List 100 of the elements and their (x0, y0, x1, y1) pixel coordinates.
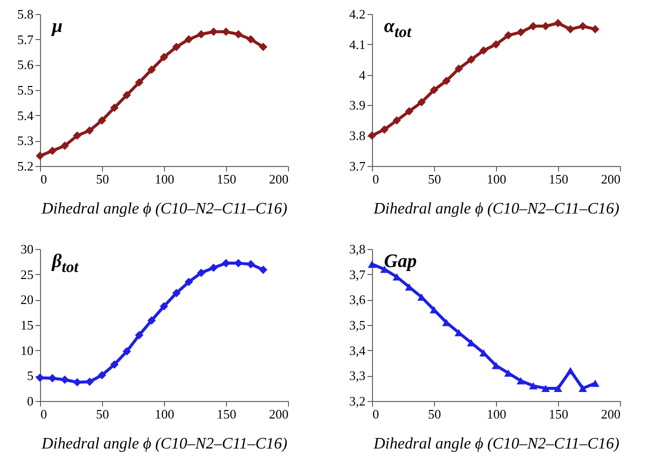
point (492, 362, 500, 370)
point (554, 384, 562, 392)
x-tick-label: 50 (428, 406, 441, 422)
x-axis-title: Dihedral angle ϕ (C10–N2–C11–C16) (372, 200, 620, 218)
point (541, 384, 550, 392)
y-tick-label: 30 (20, 242, 34, 256)
x-tick-label: 100 (154, 406, 174, 422)
point (578, 384, 587, 392)
point (492, 40, 500, 49)
point (85, 126, 94, 135)
x-tick-label: 0 (40, 172, 47, 186)
y-tick-label: 25 (20, 266, 34, 282)
y-tick-label: 5.2 (17, 158, 34, 174)
chart-title: α$_{tot}$ (384, 16, 412, 42)
y-tick-label: 5.8 (17, 6, 34, 22)
y-tick-label: 3.7 (349, 158, 366, 174)
point (98, 116, 106, 125)
point (516, 28, 525, 36)
y-tick-label: 5 (27, 368, 34, 384)
y-tick-label: 3,5 (349, 318, 366, 332)
point (110, 360, 119, 369)
x-tick-label: 200 (269, 406, 288, 422)
y-tick-label: 5.4 (17, 108, 34, 123)
point (529, 382, 538, 390)
x-tick-label: 50 (96, 172, 109, 186)
y-tick-label: 3,4 (349, 342, 366, 358)
x-tick-label: 150 (548, 406, 568, 422)
point (135, 330, 144, 340)
y-tick-label: 3,2 (349, 394, 366, 408)
x-axis-title: Dihedral angle ϕ (C10–N2–C11–C16) (40, 436, 288, 452)
point (467, 55, 476, 64)
point (368, 260, 376, 268)
point (259, 266, 268, 274)
point (60, 376, 69, 384)
x-tick-label: 50 (96, 406, 109, 422)
point (442, 76, 451, 86)
y-tick-label: 3.9 (349, 98, 366, 113)
point (504, 31, 513, 40)
point (147, 316, 156, 325)
y-tick-label: 3.8 (349, 128, 366, 144)
chart-title: β$_{tot}$ (52, 251, 78, 277)
point (98, 370, 106, 380)
point (73, 378, 82, 386)
y-tick-label: 4.1 (349, 36, 366, 52)
point (246, 35, 255, 44)
y-tick-label: 3,6 (349, 292, 366, 308)
x-tick-label: 200 (269, 172, 288, 186)
point (566, 25, 575, 34)
x-tick-label: 100 (486, 172, 506, 186)
point (454, 64, 463, 73)
point (160, 302, 168, 310)
point (122, 90, 131, 100)
x-tick-label: 0 (372, 406, 379, 422)
point (504, 370, 513, 377)
x-tick-label: 200 (601, 406, 620, 422)
y-tick-label: 15 (20, 318, 34, 332)
x-tick-label: 150 (548, 172, 568, 186)
y-tick-label: 5.7 (17, 32, 34, 47)
point (60, 142, 69, 150)
point (591, 380, 600, 387)
point (209, 264, 218, 272)
y-tick-label: 5.5 (17, 82, 34, 98)
point (147, 66, 156, 74)
x-tick-label: 150 (216, 406, 236, 422)
point (197, 30, 206, 38)
point (48, 146, 57, 155)
y-tick-label: 3,7 (349, 266, 366, 282)
point (566, 366, 575, 374)
point (172, 42, 181, 52)
point (578, 22, 587, 30)
point (197, 268, 206, 277)
point (259, 42, 268, 52)
y-tick-label: 3,8 (349, 242, 366, 256)
point (405, 107, 414, 116)
x-tick-label: 200 (601, 172, 620, 186)
point (184, 278, 193, 286)
point (122, 347, 131, 356)
x-tick-label: 150 (216, 172, 236, 186)
point (430, 86, 438, 94)
x-axis-title: Dihedral angle ϕ (C10–N2–C11–C16) (40, 200, 288, 218)
x-tick-label: 0 (372, 172, 379, 186)
point (172, 288, 181, 298)
y-tick-label: 10 (20, 342, 34, 358)
point (516, 377, 525, 384)
x-tick-label: 100 (486, 406, 506, 422)
chart-title: μ (52, 16, 63, 38)
point (380, 125, 389, 134)
point (110, 104, 119, 112)
x-tick-label: 50 (428, 172, 441, 186)
y-tick-label: 20 (20, 292, 34, 308)
point (368, 131, 376, 140)
point (36, 152, 44, 160)
y-tick-label: 5.3 (17, 133, 34, 148)
point (591, 25, 600, 34)
point (554, 18, 562, 28)
point (417, 98, 426, 106)
point (479, 46, 488, 55)
x-tick-label: 0 (40, 406, 47, 422)
point (184, 35, 193, 44)
x-axis-title: Dihedral angle ϕ (C10–N2–C11–C16) (372, 436, 620, 452)
